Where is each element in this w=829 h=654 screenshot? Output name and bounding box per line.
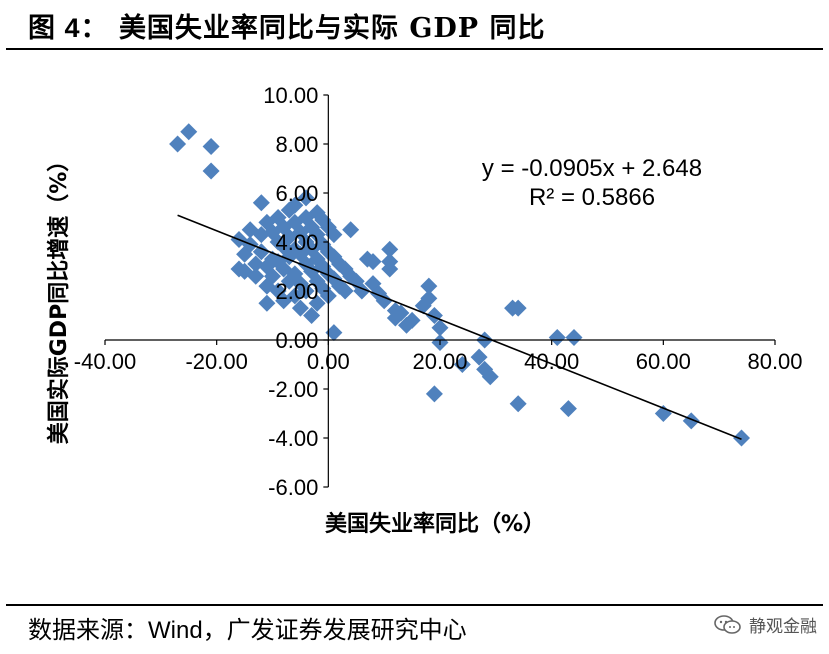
data-point	[559, 400, 577, 418]
x-tick-label: 40.00	[524, 349, 579, 374]
source-note: 数据来源：Wind，广发证券发展研究中心	[28, 610, 467, 645]
y-tick-label: 6.00	[276, 181, 319, 206]
r-squared: R² = 0.5866	[529, 184, 655, 211]
data-point	[733, 429, 750, 447]
data-point	[247, 267, 265, 285]
trendline	[177, 214, 742, 440]
data-point	[202, 162, 220, 180]
y-tick-label: -4.00	[268, 426, 318, 451]
data-point	[381, 260, 399, 278]
data-point	[509, 395, 527, 413]
y-axis-title: 美国实际GDP同比增速（%）	[46, 150, 72, 445]
top-rule	[6, 48, 823, 50]
x-tick-label: -20.00	[185, 349, 247, 374]
data-point	[264, 267, 281, 285]
data-point	[336, 282, 354, 300]
data-point	[303, 307, 321, 324]
data-point	[565, 329, 583, 347]
data-point	[169, 135, 187, 153]
points-layer	[169, 123, 750, 447]
figure-label: 图 4	[28, 13, 81, 43]
source-wind: Wind	[148, 617, 203, 644]
data-point	[392, 304, 410, 322]
data-point	[548, 329, 566, 347]
data-point	[470, 348, 488, 366]
y-tick-label: 10.00	[263, 83, 318, 108]
watermark: 静观金融	[713, 612, 817, 637]
data-point	[180, 123, 198, 141]
scatter-chart: 美国实际GDP同比增速（%） -40.00 -20.00 0.00 20.00 40.0…	[46, 83, 803, 537]
data-point	[403, 311, 421, 329]
data-point	[230, 260, 248, 278]
y-tick-label: 8.00	[276, 132, 319, 157]
source-suffix: ，广发证券发展研究中心	[202, 616, 467, 644]
data-point	[431, 319, 449, 337]
data-point	[481, 368, 499, 386]
data-point	[342, 221, 360, 239]
data-point	[258, 294, 276, 312]
data-point	[420, 277, 438, 295]
watermark-text: 静观金融	[749, 617, 817, 637]
data-point	[308, 294, 326, 312]
data-point	[420, 289, 438, 307]
wechat-icon	[714, 614, 741, 634]
data-point	[453, 356, 471, 373]
x-axis-title: 美国失业率同比（%）	[325, 511, 545, 537]
data-point	[364, 253, 382, 271]
x-tick-label: -40.00	[74, 349, 136, 374]
y-tick-label: -2.00	[268, 377, 318, 402]
figure-title-text: 美国失业率同比与实际 GDP 同比	[118, 13, 546, 44]
title-colon: ：	[80, 13, 109, 44]
data-point	[286, 196, 304, 214]
data-point	[425, 385, 443, 403]
data-point	[325, 226, 343, 244]
x-tick-label: 60.00	[636, 349, 691, 374]
bottom-rule	[6, 604, 823, 606]
data-point	[297, 282, 315, 300]
figure-title: 图 4： 美国失业率同比与实际 GDP 同比	[28, 6, 546, 45]
data-point	[509, 299, 527, 317]
y-tick-label: -6.00	[268, 475, 318, 500]
data-point	[202, 137, 220, 155]
ticks-layer: -40.00 -20.00 0.00 20.00 40.00 60.00 80.00 -6.0…	[74, 83, 803, 500]
data-point	[682, 412, 700, 430]
data-point	[252, 194, 270, 212]
data-point	[381, 240, 399, 258]
source-prefix: 数据来源：	[28, 616, 148, 644]
data-point	[297, 189, 315, 207]
x-tick-label: 80.00	[747, 349, 802, 374]
y-tick-label: 4.00	[276, 230, 319, 255]
data-point	[252, 226, 270, 244]
x-tick-label: 0.00	[307, 349, 350, 374]
y-axis-title-group: 美国实际GDP同比增速（%）	[46, 150, 72, 445]
data-point	[375, 292, 393, 310]
data-point	[291, 299, 309, 317]
y-tick-label: 2.00	[276, 279, 319, 304]
regression-equation: y = -0.0905x + 2.648	[482, 155, 702, 182]
x-tick-label: 20.00	[412, 349, 467, 374]
y-tick-label: 0.00	[276, 328, 319, 353]
data-point	[325, 324, 343, 342]
data-point	[247, 255, 265, 273]
